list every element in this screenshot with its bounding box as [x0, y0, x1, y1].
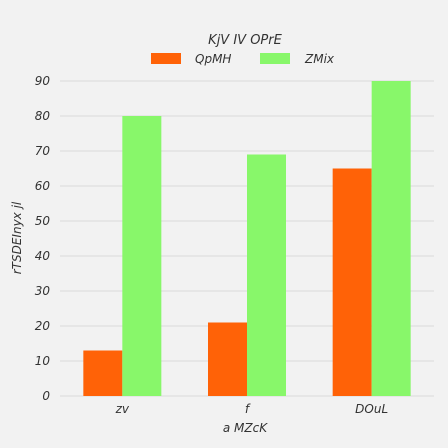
y-tick-label: 70 [35, 144, 51, 158]
y-tick-label: 80 [35, 109, 51, 123]
x-tick-labels: zv f DOuL [115, 402, 389, 416]
y-tick-label: 40 [35, 249, 51, 263]
y-tick-label: 30 [35, 284, 51, 298]
bar-qpmh-f [208, 322, 247, 396]
bar-zmix-doul [371, 81, 411, 396]
y-tick-label: 60 [35, 179, 51, 193]
legend-label-zmix: ZMix [304, 52, 335, 66]
bars [83, 81, 411, 396]
bar-zmix-f [247, 154, 286, 396]
y-axis-label: rTSDEInyx jl [10, 201, 24, 274]
y-tick-label: 10 [35, 354, 51, 368]
legend-swatch-qpmh [151, 53, 181, 64]
y-tick-label: 50 [35, 214, 51, 228]
bar-qpmh-zv [83, 350, 123, 396]
legend-label-qpmh: QpMH [195, 52, 231, 66]
legend-title: KjV IV OPrE [208, 33, 282, 48]
y-tick-label: 20 [35, 319, 51, 333]
y-tick-labels: 0 10 20 30 40 50 60 70 80 90 [35, 74, 51, 403]
x-tick-label: DOuL [355, 402, 388, 416]
legend-swatch-zmix [260, 53, 290, 64]
y-tick-label: 0 [42, 389, 50, 403]
x-tick-label: zv [115, 402, 130, 416]
x-axis-label: a MZcK [223, 421, 268, 435]
x-tick-label: f [245, 402, 251, 416]
bar-qpmh-doul [332, 168, 372, 396]
y-tick-label: 90 [35, 74, 51, 88]
bar-zmix-zv [122, 116, 162, 396]
